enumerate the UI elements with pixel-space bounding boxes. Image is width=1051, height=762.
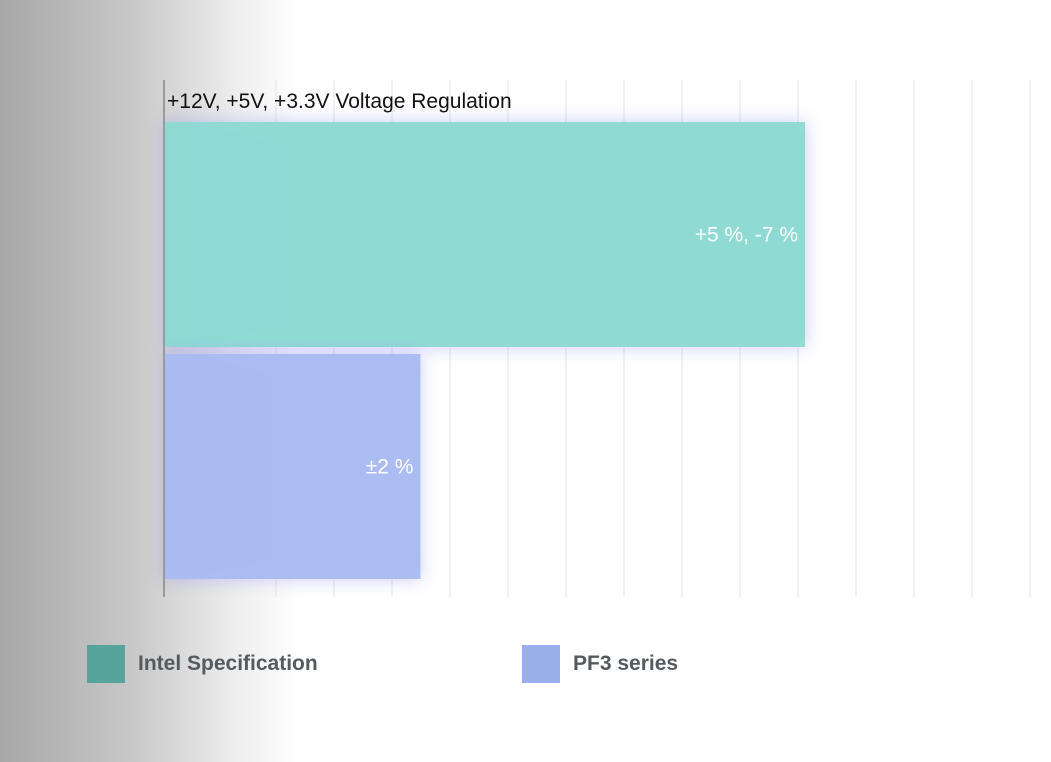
legend-item-pf3: PF3 series — [522, 645, 678, 683]
data-label-pf3: ±2 % — [366, 456, 414, 479]
legend-label-intel: Intel Specification — [138, 652, 318, 675]
legend-item-intel: Intel Specification — [87, 645, 318, 683]
data-label-intel: +5 %, -7 % — [695, 224, 798, 247]
legend-swatch-intel — [87, 645, 125, 683]
legend-swatch-pf3 — [522, 645, 560, 683]
category-label: +12V, +5V, +3.3V Voltage Regulation — [167, 90, 512, 113]
legend-label-pf3: PF3 series — [573, 652, 679, 675]
bars: +5 %, -7 % ±2 % — [164, 122, 806, 579]
bar-intel — [164, 122, 806, 347]
bar-pf3 — [164, 354, 421, 579]
